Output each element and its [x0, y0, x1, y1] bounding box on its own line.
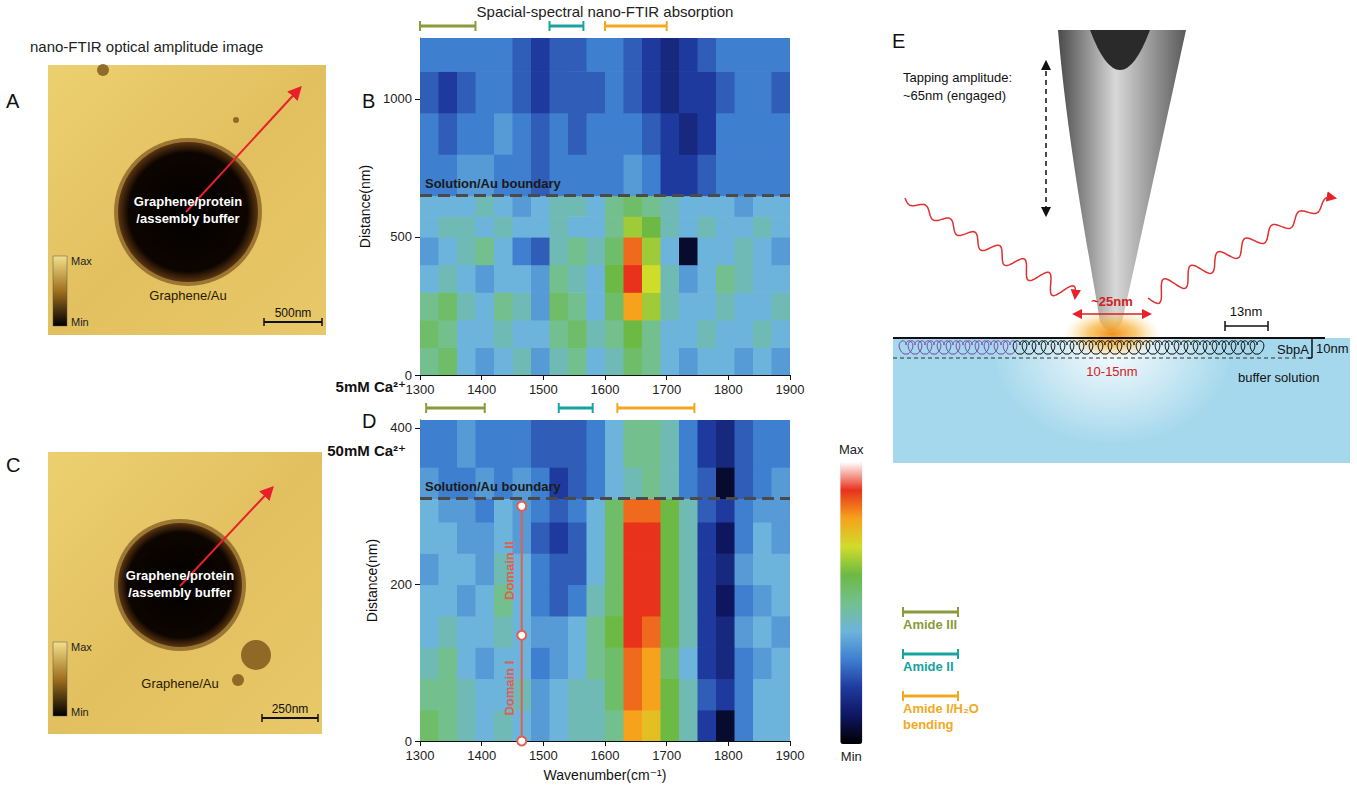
svg-text:Amide III: Amide III [903, 617, 957, 632]
svg-text:1900: 1900 [776, 748, 805, 763]
svg-text:200: 200 [390, 577, 412, 592]
svg-text:bending: bending [903, 717, 954, 732]
svg-text:/assembly buffer: /assembly buffer [136, 211, 239, 226]
svg-text:Wavenumber(cm⁻¹): Wavenumber(cm⁻¹) [544, 767, 667, 783]
svg-text:~25nm: ~25nm [1091, 294, 1133, 309]
svg-text:~65nm (engaged): ~65nm (engaged) [903, 88, 1006, 103]
svg-text:Solution/Au boundary: Solution/Au boundary [425, 479, 562, 494]
svg-text:0: 0 [405, 368, 412, 383]
svg-text:Distance(nm): Distance(nm) [364, 539, 380, 622]
svg-text:SbpA: SbpA [1277, 342, 1309, 357]
svg-text:1700: 1700 [652, 382, 681, 397]
svg-text:Graphene/protein: Graphene/protein [126, 568, 234, 583]
svg-text:13nm: 13nm [1230, 304, 1263, 319]
svg-text:Min: Min [841, 749, 862, 764]
svg-text:nano-FTIR optical amplitude im: nano-FTIR optical amplitude image [30, 38, 263, 55]
svg-text:1800: 1800 [714, 748, 743, 763]
svg-text:1800: 1800 [714, 382, 743, 397]
svg-text:10-15nm: 10-15nm [1086, 364, 1137, 379]
svg-text:Spacial-spectral nano-FTIR abs: Spacial-spectral nano-FTIR absorption [477, 3, 734, 20]
svg-text:1400: 1400 [467, 382, 496, 397]
svg-text:1900: 1900 [776, 382, 805, 397]
svg-text:Solution/Au boundary: Solution/Au boundary [425, 176, 562, 191]
svg-text:Max: Max [71, 255, 92, 267]
svg-text:1400: 1400 [467, 748, 496, 763]
svg-text:1500: 1500 [529, 382, 558, 397]
svg-text:250nm: 250nm [272, 702, 309, 716]
svg-text:Distance(nm): Distance(nm) [357, 165, 373, 248]
svg-text:C: C [6, 454, 20, 476]
svg-text:buffer solution: buffer solution [1238, 370, 1319, 385]
svg-text:5mM Ca²⁺: 5mM Ca²⁺ [336, 378, 406, 395]
svg-text:1300: 1300 [406, 748, 435, 763]
svg-text:Max: Max [839, 442, 864, 457]
svg-text:1500: 1500 [529, 748, 558, 763]
svg-text:10nm: 10nm [1316, 341, 1349, 356]
svg-text:Tapping amplitude:: Tapping amplitude: [903, 70, 1012, 85]
svg-text:1000: 1000 [383, 91, 412, 106]
svg-text:Domain I: Domain I [502, 661, 517, 716]
svg-text:1700: 1700 [652, 748, 681, 763]
svg-text:Domain II: Domain II [502, 541, 517, 600]
svg-text:50mM Ca²⁺: 50mM Ca²⁺ [327, 442, 406, 459]
svg-text:D: D [362, 410, 376, 432]
svg-text:/assembly buffer: /assembly buffer [128, 585, 231, 600]
svg-text:1600: 1600 [591, 382, 620, 397]
svg-text:1600: 1600 [591, 748, 620, 763]
svg-text:B: B [362, 90, 375, 112]
svg-text:400: 400 [390, 420, 412, 435]
svg-text:1300: 1300 [406, 382, 435, 397]
svg-text:Graphene/Au: Graphene/Au [149, 288, 226, 303]
svg-text:500: 500 [390, 229, 412, 244]
svg-text:A: A [6, 90, 20, 112]
svg-text:E: E [892, 30, 905, 52]
svg-text:Graphene/Au: Graphene/Au [141, 676, 218, 691]
svg-text:Min: Min [71, 316, 89, 328]
svg-text:0: 0 [405, 734, 412, 749]
svg-text:Amide II: Amide II [903, 659, 954, 674]
svg-text:Graphene/protein: Graphene/protein [134, 194, 242, 209]
svg-text:Max: Max [71, 641, 92, 653]
svg-text:Min: Min [71, 706, 89, 718]
svg-text:500nm: 500nm [275, 306, 312, 320]
svg-text:Amide I/H₂O: Amide I/H₂O [903, 701, 979, 716]
